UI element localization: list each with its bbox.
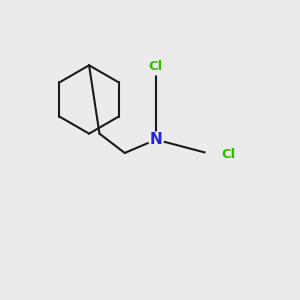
Circle shape xyxy=(149,62,163,75)
Circle shape xyxy=(206,148,219,161)
Text: Cl: Cl xyxy=(222,148,236,161)
Circle shape xyxy=(148,132,164,147)
Text: N: N xyxy=(150,132,162,147)
Text: Cl: Cl xyxy=(149,60,163,73)
